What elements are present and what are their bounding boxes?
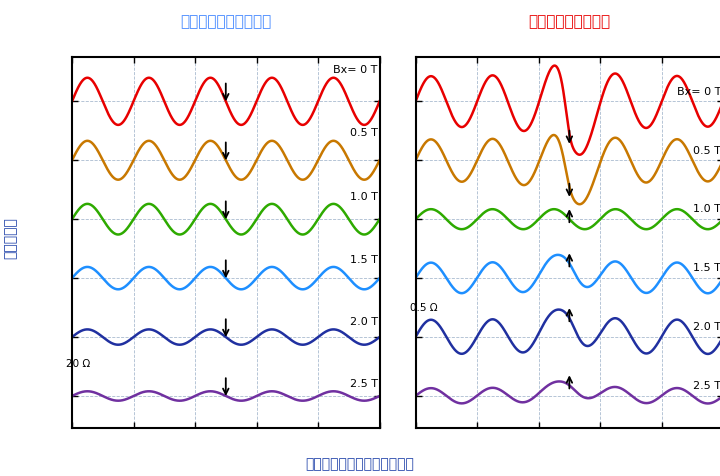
Text: Bx= 0 T: Bx= 0 T xyxy=(333,65,377,75)
Text: 0.5 Ω: 0.5 Ω xyxy=(410,303,437,313)
Text: 2.0 T: 2.0 T xyxy=(350,317,377,327)
Text: 干渉ループを貫く量子化磁束: 干渉ループを貫く量子化磁束 xyxy=(305,457,415,471)
Text: 2.0 T: 2.0 T xyxy=(693,322,720,332)
Text: 2.5 T: 2.5 T xyxy=(693,381,720,391)
Text: 1.5 T: 1.5 T xyxy=(693,263,720,273)
Text: 1.5 T: 1.5 T xyxy=(350,255,377,265)
Text: 0.5 T: 0.5 T xyxy=(350,129,377,139)
Text: 2.5 T: 2.5 T xyxy=(350,379,377,389)
Text: 0.5 T: 0.5 T xyxy=(693,146,720,156)
Text: 電気伝導度: 電気伝導度 xyxy=(4,217,18,259)
Text: 正方型スピン干渉計: 正方型スピン干渉計 xyxy=(528,14,611,29)
Text: リング型スピン干渉計: リング型スピン干渉計 xyxy=(180,14,271,29)
Text: 1.0 T: 1.0 T xyxy=(350,191,377,201)
Text: 1.0 T: 1.0 T xyxy=(693,205,720,215)
Text: 20 Ω: 20 Ω xyxy=(66,358,91,368)
Text: Bx= 0 T: Bx= 0 T xyxy=(677,87,720,97)
